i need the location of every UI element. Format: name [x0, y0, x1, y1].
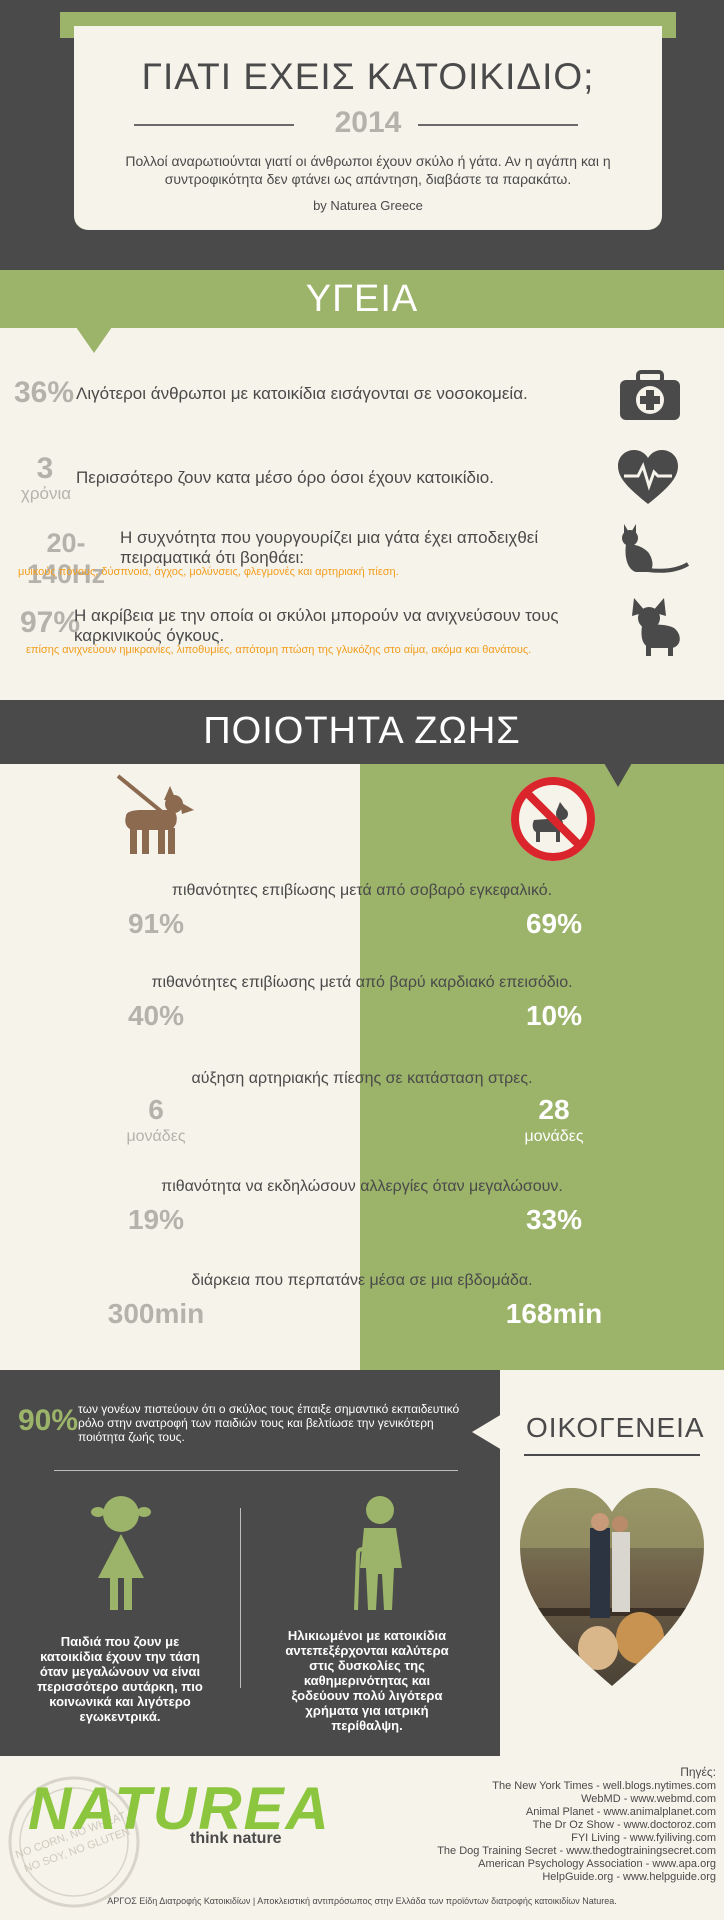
source-7: American Psychology Association - www.ap…: [478, 1858, 716, 1870]
health-text-3: Η συχνότητα που γουργουρίζει μια γάτα έχ…: [120, 528, 539, 567]
source-4: The Dr Oz Show - www.doctoroz.com: [532, 1819, 716, 1831]
child-text: Παιδιά που ζουν με κατοικίδια έχουν την …: [37, 1634, 203, 1724]
girl-icon: [91, 1496, 151, 1610]
divider-left: [134, 124, 294, 126]
quality-without-pet-1: 69%: [525, 908, 583, 939]
naturea-logo: NATUREA: [28, 1775, 331, 1842]
family-stat: 90%: [18, 1404, 79, 1437]
cat-icon: [622, 524, 690, 573]
no-dog-icon: [511, 777, 595, 861]
family-title-underline: [524, 1454, 700, 1456]
health-sub-4: επίσης ανιχνεύουν ημικρανίες, λιποθυμίες…: [26, 644, 532, 656]
quality-band-pointer: [604, 763, 632, 787]
family-divider: [54, 1470, 458, 1471]
quality-with-pet-3-unit: μονάδες: [126, 1128, 186, 1145]
quality-right-column: [360, 764, 724, 1370]
quality-without-pet-3: 28: [538, 1094, 570, 1125]
health-text-2: Περισσότερο ζουν κατα μέσο όρο όσοι έχου…: [76, 468, 494, 487]
quality-label-2: πιθανότητες επιβίωσης μετά από βαρύ καρδ…: [151, 974, 573, 991]
footer-bottom-text: ΑΡΓΟΣ Είδη Διατροφής Κατοικιδίων | Αποκλ…: [107, 1896, 617, 1906]
year-label: 2014: [334, 106, 402, 139]
divider-right: [418, 124, 578, 126]
quality-with-pet-1: 91%: [127, 908, 185, 939]
health-text-4: Η ακρίβεια με την οποία οι σκύλοι μπορού…: [74, 606, 559, 645]
health-text-1: Λιγότεροι άνθρωποι με κατοικίδια εισάγον…: [76, 384, 528, 403]
heart-pulse-icon: [618, 450, 678, 504]
source-6: The Dog Training Secret - www.thedogtrai…: [437, 1845, 716, 1857]
quality-band: [0, 700, 724, 764]
quality-with-pet-4: 19%: [127, 1204, 185, 1235]
page-title: ΓΙΑΤΙ ΕΧΕΙΣ ΚΑΤΟΙΚΙΔΙΟ;: [141, 56, 595, 97]
no-grain-stamp: NO CORN, NO WHEAT, NO SOY, NO GLUTEN: [8, 1776, 140, 1908]
dog-on-leash-icon: [116, 774, 194, 854]
health-title: ΥΓΕΙΑ: [305, 278, 419, 320]
family-stat-text: των γονέων πιστεύουν ότι ο σκύλος τους έ…: [78, 1402, 460, 1444]
elderly-person-icon: [354, 1496, 402, 1611]
source-5: FYI Living - www.fyiliving.com: [571, 1832, 716, 1844]
family-vertical-divider: [240, 1508, 241, 1688]
quality-label-4: πιθανότητα να εκδηλώσουν αλλεργίες όταν …: [161, 1178, 563, 1195]
quality-with-pet-2: 40%: [127, 1000, 185, 1031]
naturea-tagline: think nature: [190, 1830, 282, 1847]
health-band-pointer: [76, 327, 112, 353]
elder-text: Ηλικιωμένοι με κατοικίδια αντεπεξέρχοντα…: [285, 1628, 449, 1733]
header-card: ΓΙΑΤΙ ΕΧΕΙΣ ΚΑΤΟΙΚΙΔΙΟ; 2014 Πολλοί αναρ…: [74, 26, 662, 230]
intro-text: Πολλοί αναρωτιούνται γιατί οι άνθρωποι έ…: [125, 153, 611, 187]
quality-with-pet-5: 300min: [107, 1298, 205, 1329]
source-8: HelpGuide.org - www.helpguide.org: [542, 1871, 716, 1883]
source-1: The New York Times - well.blogs.nytimes.…: [492, 1780, 716, 1792]
dog-icon: [632, 598, 680, 656]
quality-without-pet-2: 10%: [525, 1000, 583, 1031]
health-stat-2: 3: [36, 452, 54, 485]
byline: by Naturea Greece: [313, 198, 423, 213]
quality-title: ΠΟΙΟΤΗΤΑ ΖΩΗΣ: [203, 710, 521, 752]
health-stat-3: 20-140Hz: [26, 528, 106, 589]
quality-without-pet-4: 33%: [525, 1204, 583, 1235]
quality-label-1: πιθανότητες επιβίωσης μετά από σοβαρό εγ…: [171, 882, 553, 899]
health-stat-4: 97%: [20, 606, 81, 639]
family-title: ΟΙΚΟΓΕΝΕΙΑ: [526, 1412, 705, 1443]
health-sub-3: μυικούς πόνους, δύσπνοια, άγχος, μολύνσε…: [18, 566, 399, 578]
health-band: [0, 270, 724, 328]
family-panel: [0, 1370, 500, 1756]
quality-without-pet-5: 168min: [505, 1298, 603, 1329]
health-stat-1: 36%: [14, 376, 75, 409]
quality-without-pet-3-unit: μονάδες: [524, 1128, 584, 1145]
first-aid-kit-icon: [620, 370, 680, 420]
family-heart-photo: [520, 1488, 704, 1686]
quality-label-5: διάρκεια που περπατάνε μέσα σε μια εβδομ…: [191, 1272, 533, 1289]
source-3: Animal Planet - www.animalplanet.com: [525, 1806, 716, 1818]
family-panel-pointer: [472, 1414, 502, 1450]
health-stat-2-unit: χρόνια: [20, 484, 72, 503]
quality-label-3: αύξηση αρτηριακής πίεσης σε κατάσταση στ…: [191, 1070, 533, 1087]
quality-with-pet-3: 6: [148, 1094, 164, 1125]
source-2: WebMD - www.webmd.com: [581, 1793, 716, 1805]
sources-title: Πηγές:: [680, 1765, 716, 1779]
